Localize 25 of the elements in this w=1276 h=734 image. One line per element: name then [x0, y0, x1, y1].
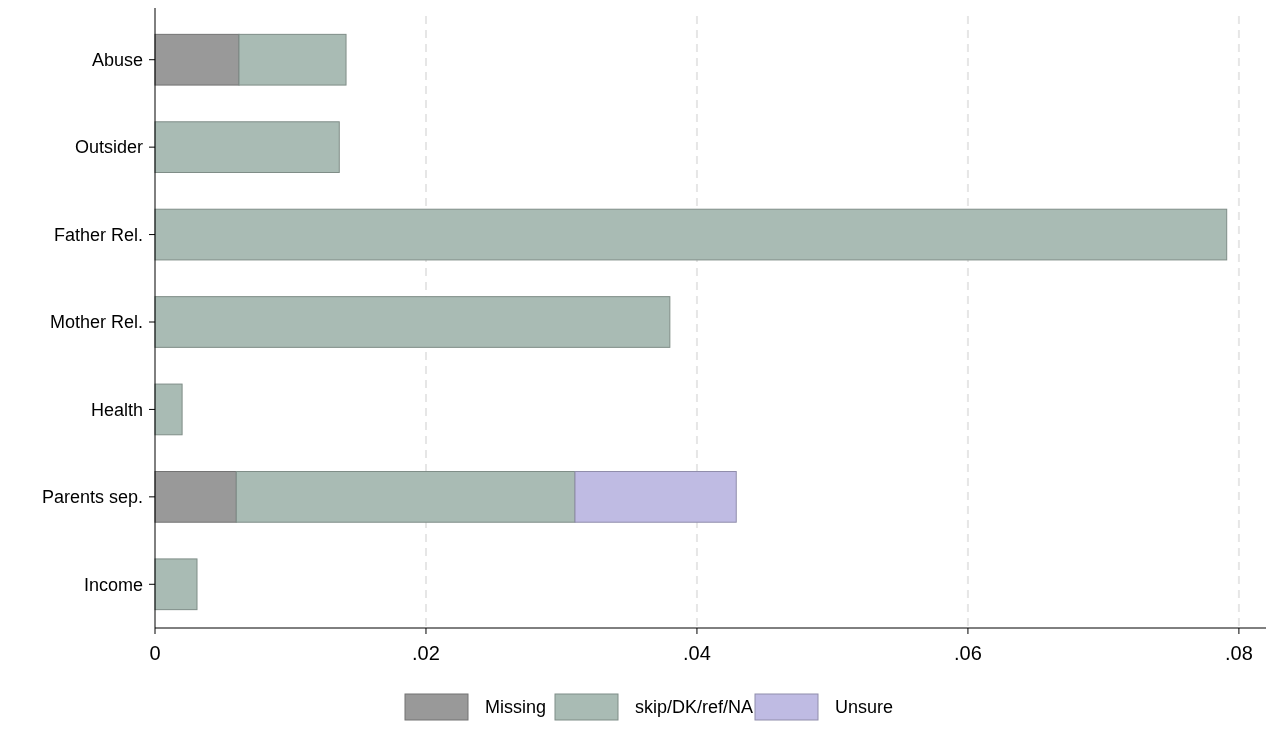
y-tick-label: Outsider	[74, 137, 143, 158]
bar	[154, 33, 240, 86]
bar	[235, 471, 576, 523]
bar	[154, 471, 237, 523]
y-tick-label: Income	[83, 574, 143, 595]
bar	[154, 558, 198, 611]
bar	[238, 33, 347, 86]
y-tick-label: Parents sep.	[41, 487, 143, 508]
x-tick-label: .02	[412, 642, 440, 664]
y-tick-label: Health	[90, 399, 143, 420]
legend-label: skip/DK/ref/NA	[635, 697, 754, 718]
x-tick-label: .06	[954, 642, 982, 664]
bar	[154, 121, 340, 173]
x-tick-label: .08	[1225, 642, 1253, 664]
y-tick-label: Mother Rel.	[49, 312, 143, 333]
bar	[574, 471, 737, 523]
bar	[154, 296, 671, 348]
legend-label: Missing	[485, 697, 547, 718]
bar	[154, 208, 1228, 261]
bar	[154, 383, 183, 436]
y-tick-label: Father Rel.	[53, 224, 143, 245]
x-tick-label: 0	[149, 642, 161, 664]
x-tick-label: .04	[683, 642, 711, 664]
legend-label: Unsure	[835, 697, 894, 718]
y-tick-label: Abuse	[91, 50, 143, 71]
